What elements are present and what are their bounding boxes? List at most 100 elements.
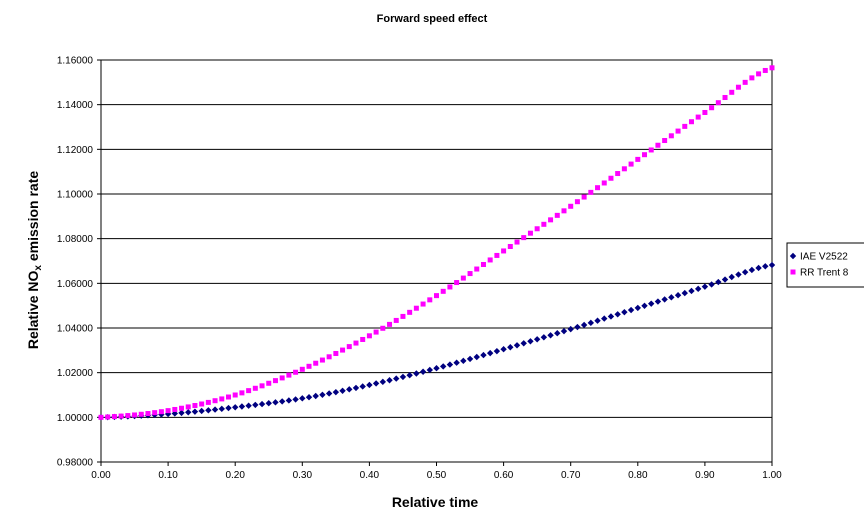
data-point-square	[152, 410, 158, 416]
data-point-square	[735, 84, 741, 90]
data-point-diamond	[614, 311, 621, 318]
data-point-diamond	[312, 392, 319, 400]
data-point-square	[393, 317, 399, 323]
data-point-diamond	[661, 296, 668, 303]
data-point-diamond	[440, 363, 447, 370]
data-point-square	[407, 309, 413, 315]
data-point-square	[722, 95, 728, 101]
data-point-diamond	[607, 313, 615, 320]
data-point-diamond	[413, 370, 420, 377]
data-points	[97, 65, 776, 421]
data-point-square	[427, 297, 433, 303]
data-point-square	[319, 357, 325, 363]
data-point-diamond	[379, 378, 387, 386]
x-tick-label: 0.80	[628, 470, 648, 481]
data-point-diamond	[258, 400, 266, 408]
data-point-square	[199, 401, 205, 407]
data-point-diamond	[527, 338, 534, 345]
data-point-diamond	[218, 405, 225, 413]
data-point-square	[662, 138, 668, 144]
data-point-square	[615, 171, 621, 177]
data-point-square	[360, 336, 366, 342]
y-tick-label: 1.00000	[57, 413, 94, 424]
data-point-diamond	[453, 359, 460, 366]
data-point-square	[521, 235, 527, 241]
data-point-square	[474, 266, 480, 272]
data-point-square	[608, 175, 614, 181]
data-point-diamond	[507, 344, 514, 351]
data-point-diamond	[493, 347, 501, 355]
data-point-square	[239, 390, 245, 396]
data-point-square	[655, 142, 661, 148]
data-point-diamond	[601, 315, 608, 322]
data-point-diamond	[728, 273, 735, 281]
data-point-square	[668, 133, 674, 139]
data-point-square	[105, 414, 111, 420]
data-point-diamond	[325, 390, 333, 397]
data-point-square	[454, 280, 460, 286]
data-point-square	[635, 156, 641, 162]
data-point-square	[695, 114, 701, 120]
data-point-square	[494, 252, 500, 258]
data-point-square	[313, 360, 319, 366]
data-point-square	[353, 340, 359, 346]
x-tick-label: 0.30	[293, 470, 313, 481]
data-point-diamond	[446, 361, 454, 368]
data-point-diamond	[554, 330, 561, 337]
data-point-diamond	[513, 342, 521, 349]
data-point-square	[326, 354, 332, 360]
legend-marker-diamond	[789, 252, 797, 260]
y-tick-label: 1.14000	[57, 100, 94, 111]
data-point-square	[467, 271, 473, 277]
data-point-diamond	[406, 372, 413, 379]
data-point-square	[125, 413, 131, 419]
data-point-diamond	[339, 387, 346, 394]
x-tick-label: 0.20	[225, 470, 245, 481]
data-point-diamond	[486, 349, 494, 357]
data-point-square	[527, 230, 533, 236]
data-point-diamond	[278, 398, 286, 405]
legend-box	[786, 242, 864, 288]
data-point-diamond	[346, 386, 353, 393]
data-point-square	[702, 109, 708, 115]
legend-label: RR Trent 8	[800, 268, 849, 279]
y-tick-label: 1.02000	[57, 368, 94, 379]
data-point-diamond	[292, 396, 299, 403]
data-point-square	[487, 257, 493, 263]
data-point-diamond	[755, 264, 762, 272]
data-point-diamond	[319, 391, 326, 398]
data-point-diamond	[185, 409, 192, 416]
series-2-markers	[98, 65, 775, 420]
data-point-diamond	[386, 377, 393, 384]
data-point-square	[715, 100, 721, 106]
data-point-square	[628, 161, 634, 167]
data-point-diamond	[540, 334, 548, 341]
data-point-diamond	[735, 271, 742, 278]
data-point-diamond	[285, 397, 293, 404]
y-axis-label-rest: emission rate	[25, 171, 41, 265]
data-point-square	[279, 375, 285, 381]
data-point-square	[259, 383, 265, 389]
data-point-diamond	[674, 292, 682, 299]
data-point-diamond	[245, 402, 252, 409]
data-point-square	[212, 398, 218, 404]
data-point-square	[272, 378, 278, 384]
data-point-square	[246, 388, 252, 394]
data-point-square	[118, 413, 124, 419]
data-point-square	[601, 180, 607, 186]
y-axis-label-main: Relative NO	[25, 270, 41, 349]
data-point-square	[232, 392, 238, 398]
data-point-square	[447, 284, 453, 290]
data-point-square	[682, 123, 688, 129]
data-point-square	[749, 75, 755, 81]
y-axis-label-subscript: x	[33, 265, 44, 271]
data-point-diamond	[225, 404, 232, 412]
data-point-diamond	[178, 409, 185, 417]
data-point-diamond	[627, 306, 635, 314]
data-point-diamond	[533, 336, 541, 343]
data-point-diamond	[332, 388, 340, 396]
data-point-square	[286, 372, 292, 378]
y-tick-label: 1.08000	[57, 234, 94, 245]
data-point-diamond	[768, 261, 776, 269]
